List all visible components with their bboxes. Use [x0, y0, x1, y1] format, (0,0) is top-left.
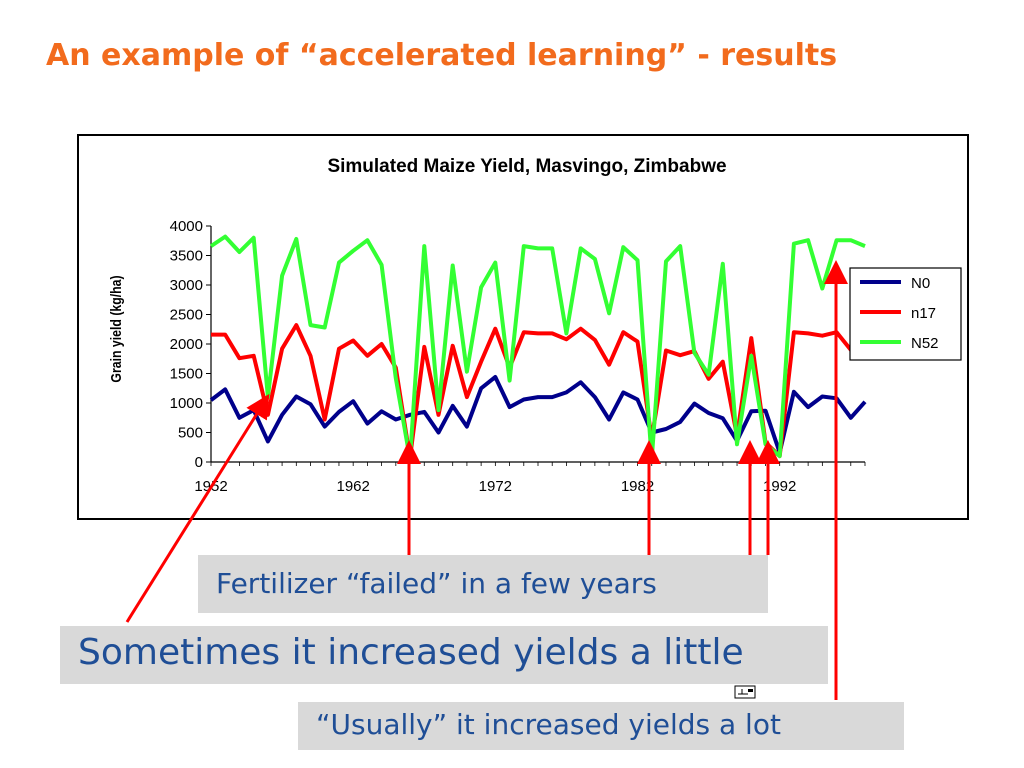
- y-tick-label: 1500: [170, 366, 203, 383]
- callout-little: Sometimes it increased yields a little: [60, 626, 828, 684]
- x-tick-label: 1962: [336, 478, 369, 495]
- callout-lot: “Usually” it increased yields a lot: [298, 702, 904, 750]
- y-tick-label: 2000: [170, 336, 203, 353]
- legend-label-n17: n17: [911, 305, 936, 322]
- y-tick-label: 1000: [170, 395, 203, 412]
- x-tick-label: 1992: [763, 478, 796, 495]
- y-tick-label: 4000: [170, 218, 203, 235]
- x-tick-label: 1982: [621, 478, 654, 495]
- arrow-little-1956: [125, 393, 270, 623]
- y-tick-label: 2500: [170, 307, 203, 324]
- slide-title: An example of “accelerated learning” - r…: [46, 38, 838, 73]
- y-tick-label: 3500: [170, 248, 203, 265]
- legend: N0 n17 N52: [849, 267, 962, 361]
- chart-title: Simulated Maize Yield, Masvingo, Zimbabw…: [327, 156, 726, 177]
- callout-failed: Fertilizer “failed” in a few years: [198, 555, 768, 613]
- legend-label-n52: N52: [911, 335, 939, 352]
- series-line-n52: [209, 234, 866, 462]
- x-tick-label: 1972: [479, 478, 512, 495]
- y-axis-label: Grain yield (kg/ha): [108, 275, 124, 382]
- legend-label-n0: N0: [911, 275, 930, 292]
- y-tick-label: 3000: [170, 277, 203, 294]
- y-tick-label: 0: [195, 454, 203, 471]
- series-line-n0: [209, 375, 867, 455]
- pin-icon[interactable]: [734, 685, 756, 699]
- series-layer: [209, 234, 867, 462]
- y-tick-label: 500: [178, 425, 203, 442]
